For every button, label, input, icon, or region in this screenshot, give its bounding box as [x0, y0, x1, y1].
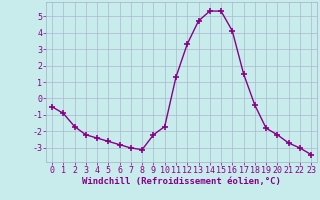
X-axis label: Windchill (Refroidissement éolien,°C): Windchill (Refroidissement éolien,°C) — [82, 177, 281, 186]
